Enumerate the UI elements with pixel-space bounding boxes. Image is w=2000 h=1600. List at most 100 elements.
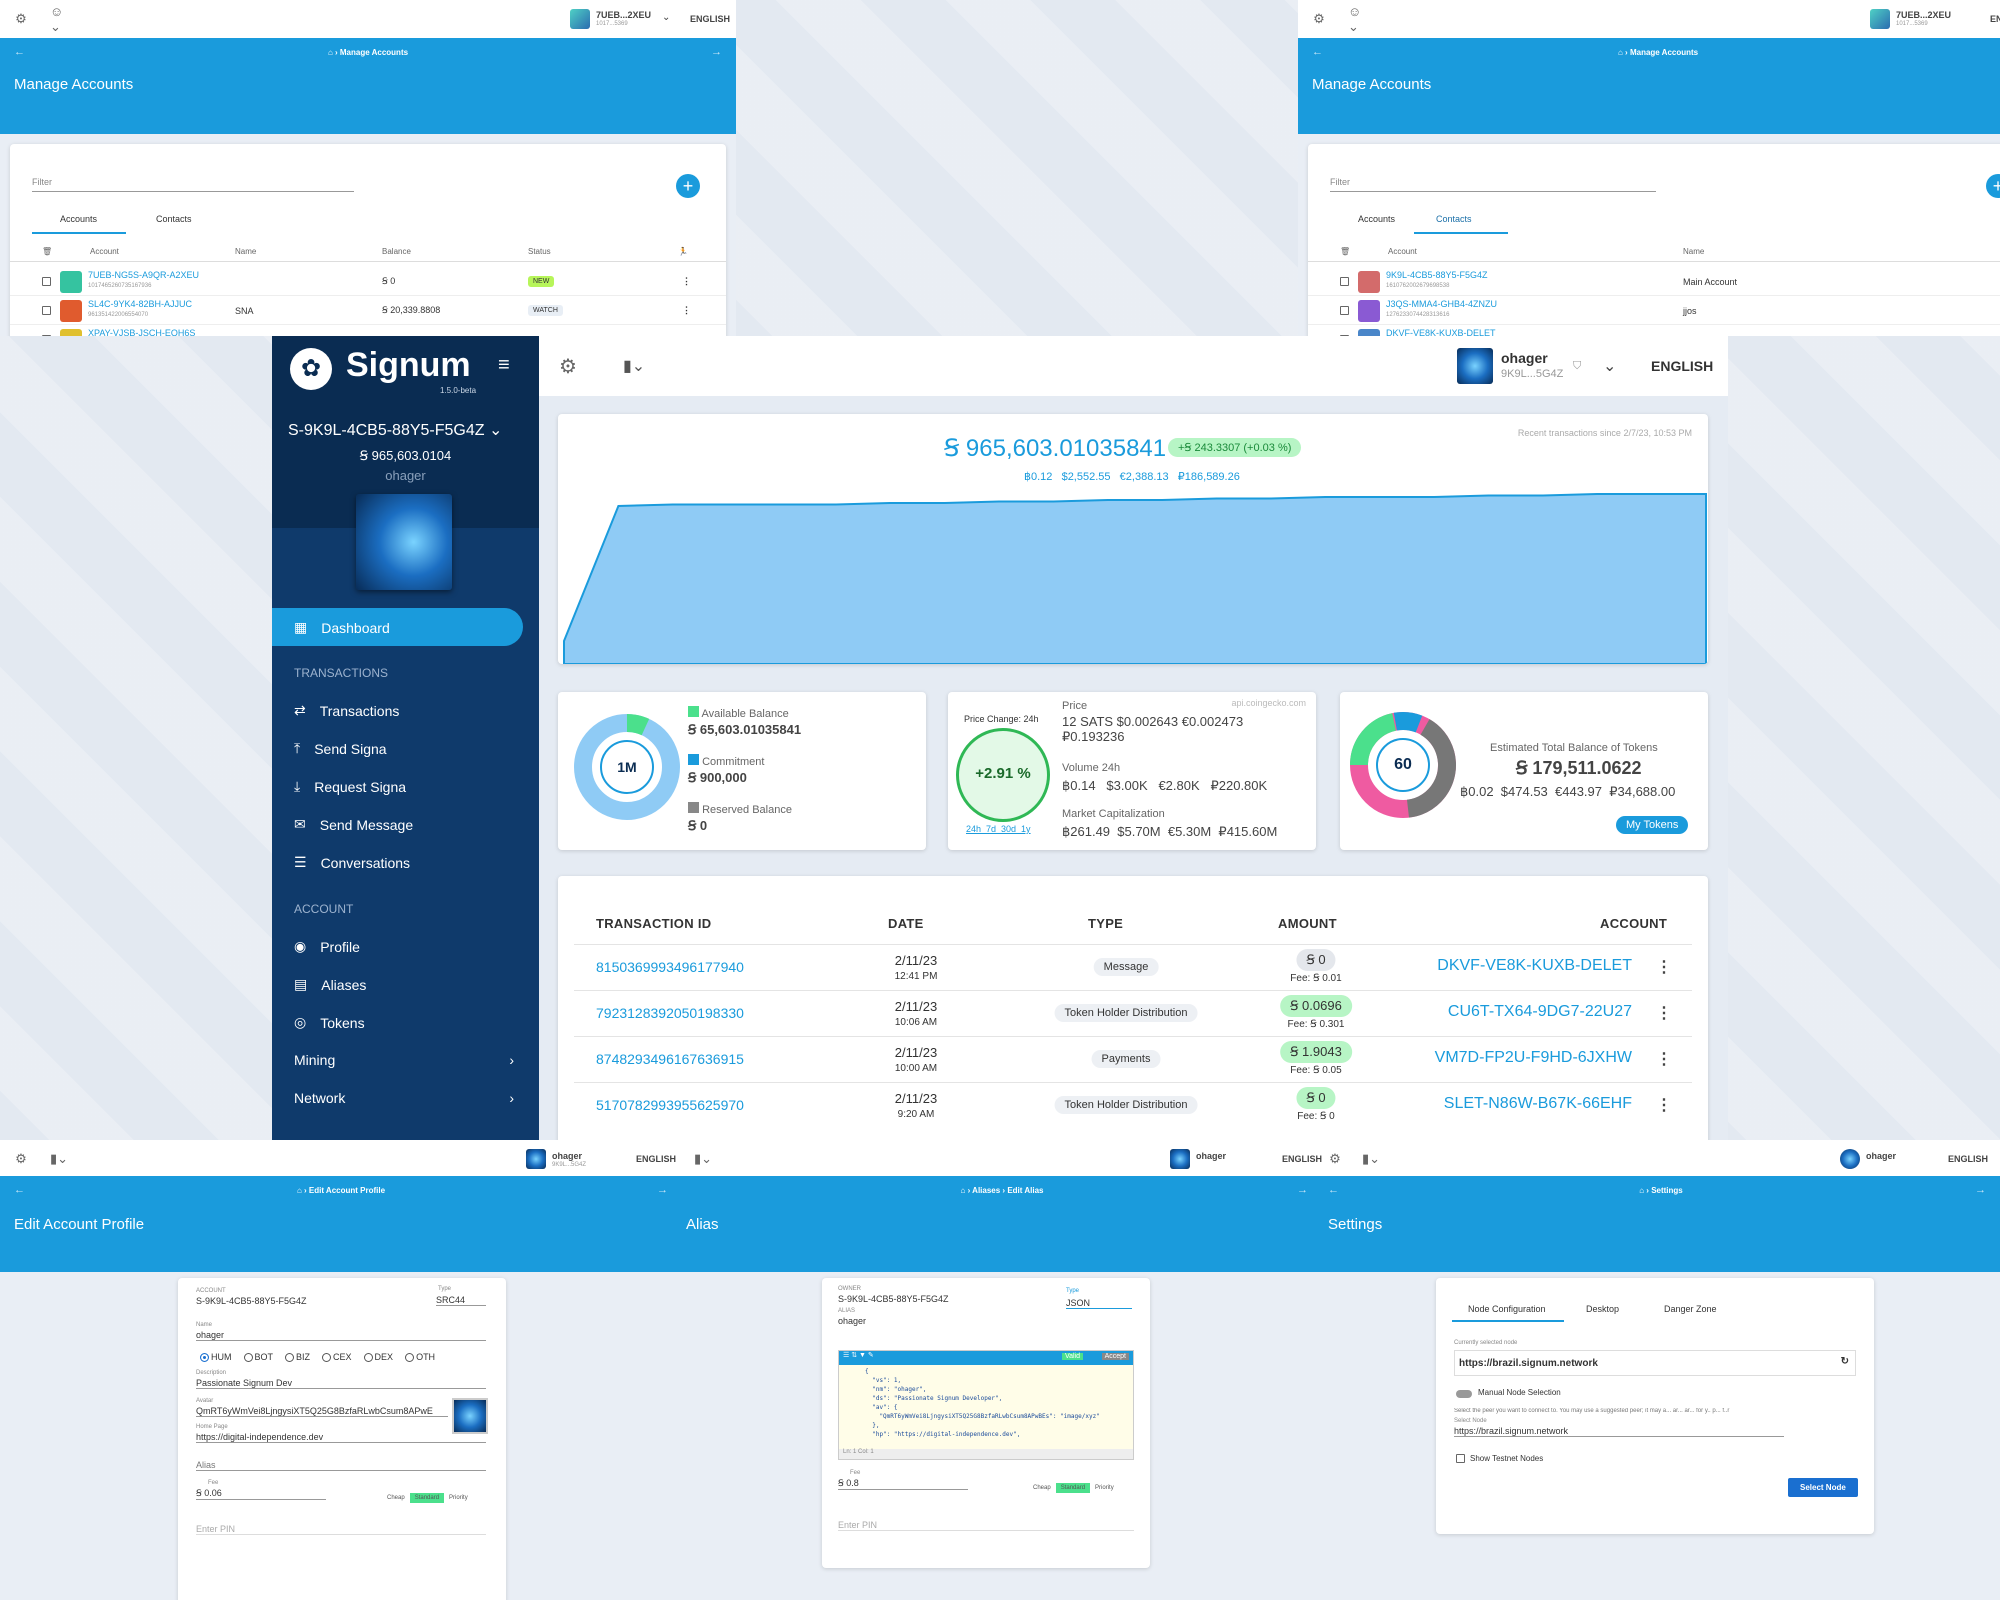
tab-accounts[interactable]: Accounts	[1358, 214, 1396, 224]
fee-standard[interactable]: Standard	[409, 1493, 445, 1503]
add-contact-button[interactable]: +	[1986, 174, 2000, 198]
battery-icon[interactable]: ▮⌄	[623, 358, 646, 375]
tab-node-config[interactable]: Node Configuration	[1468, 1304, 1546, 1314]
language-button[interactable]: ENGLISH	[636, 1154, 677, 1164]
kind-radio[interactable]: DEX	[363, 1352, 393, 1362]
kind-radio[interactable]: BIZ	[285, 1352, 310, 1362]
back-arrow-icon[interactable]: ←	[1312, 46, 1323, 58]
contact-address[interactable]: DKVF-VE8K-KUXB-DELET	[1386, 328, 1496, 336]
language-button[interactable]: ENGLISH	[1651, 358, 1714, 374]
language-button[interactable]: ENGLISH	[1948, 1154, 1989, 1164]
back-arrow-icon[interactable]: ←	[1328, 1184, 1339, 1196]
refresh-icon[interactable]: ↻	[1840, 1356, 1849, 1367]
tx-account-link[interactable]: VM7D-FP2U-F9HD-6JXHW	[1434, 1049, 1632, 1066]
nav-network[interactable]: Network ›	[294, 1090, 514, 1106]
contact-address[interactable]: J3QS-MMA4-GHB4-4ZNZU	[1386, 299, 1498, 309]
kind-radio[interactable]: BOT	[243, 1352, 273, 1362]
tab-contacts[interactable]: Contacts	[156, 214, 192, 224]
tab-accounts[interactable]: Accounts	[60, 214, 98, 224]
manual-toggle[interactable]	[1456, 1390, 1472, 1398]
tx-id-link[interactable]: 8150369993496177940	[596, 959, 744, 975]
row-checkbox[interactable]	[42, 306, 51, 315]
nav-send-message[interactable]: ✉ Send Message	[294, 816, 413, 833]
description-field[interactable]: Passionate Signum Dev	[196, 1378, 486, 1389]
tx-id-link[interactable]: 5170782993955625970	[596, 1097, 744, 1113]
gear-icon[interactable]: ⚙	[1313, 11, 1325, 26]
table-row[interactable]: 8748293496167636915 2/11/23 10:00 AM Paymen…	[574, 1036, 1692, 1082]
fee-field[interactable]: Ꞩ 0.06	[196, 1488, 326, 1500]
period-links[interactable]: 24h 7d 30d 1y	[966, 824, 1031, 834]
pin-field[interactable]: Enter PIN	[838, 1520, 1134, 1531]
table-row[interactable]: 7UEB-NG5S-A9QR-A2XEU 1017465260735167936 Ꞩ…	[10, 268, 726, 296]
contact-address[interactable]: 9K9L-4CB5-88Y5-F5G4Z	[1386, 270, 1488, 280]
tx-id-link[interactable]: 7923128392050198330	[596, 1005, 744, 1021]
account-address[interactable]: XPAY-VJSB-JSCH-EQH6S	[88, 328, 196, 336]
type-select[interactable]: JSON	[1066, 1298, 1132, 1309]
runner-icon[interactable]: 🏃	[678, 247, 688, 256]
delete-icon[interactable]: 🗑	[42, 247, 53, 256]
table-row[interactable]: DKVF-VE8K-KUXB-DELET ⋮	[1308, 326, 2000, 336]
accept-button[interactable]: Accept	[1101, 1353, 1129, 1360]
fee-cheap[interactable]: Cheap	[387, 1495, 405, 1501]
language-button[interactable]: ENGLISH	[690, 14, 731, 24]
row-checkbox[interactable]	[1340, 277, 1349, 286]
chevron-down-icon[interactable]: ⌄	[662, 12, 671, 23]
forward-arrow-icon[interactable]: →	[1297, 1184, 1308, 1196]
table-row[interactable]: 5170782993955625970 2/11/23 9:20 AM Token H…	[574, 1082, 1692, 1128]
tab-contacts[interactable]: Contacts	[1436, 214, 1472, 224]
table-row[interactable]: J3QS-MMA4-GHB4-4ZNZU 1276233074428313616 j…	[1308, 297, 2000, 325]
fee-cheap[interactable]: Cheap	[1033, 1485, 1051, 1491]
nav-conversations[interactable]: ☰ Conversations	[294, 854, 410, 871]
alias-field[interactable]: Alias	[196, 1460, 486, 1471]
select-node-button[interactable]: Select Node	[1788, 1478, 1858, 1497]
filter-input[interactable]: Filter	[1330, 177, 1656, 192]
tx-account-link[interactable]: DKVF-VE8K-KUXB-DELET	[1437, 957, 1632, 974]
tx-account-link[interactable]: CU6T-TX64-9DG7-22U27	[1447, 1003, 1632, 1020]
gear-icon[interactable]: ⚙	[559, 355, 577, 378]
breadcrumb-aliases[interactable]: Aliases	[972, 1186, 1001, 1195]
select-node-field[interactable]: https://brazil.signum.network	[1454, 1426, 1784, 1437]
account-avatar[interactable]	[1870, 9, 1890, 29]
json-editor[interactable]: ☰ ⇅ ▼ ✎ Valid Accept { "vs": 1, "nm": "oha…	[838, 1350, 1134, 1460]
nav-request-signa[interactable]: ⤓ Request Signa	[294, 778, 406, 795]
gear-icon[interactable]: ⚙	[15, 1151, 27, 1166]
fee-standard[interactable]: Standard	[1055, 1483, 1091, 1493]
homepage-field[interactable]: https://digital-independence.dev	[196, 1432, 486, 1443]
more-menu-icon[interactable]: ⋮	[1998, 276, 2000, 287]
account-avatar[interactable]	[570, 9, 590, 29]
pin-field[interactable]: Enter PIN	[196, 1524, 486, 1535]
more-menu-icon[interactable]: ⋮	[1656, 959, 1672, 976]
my-tokens-button[interactable]: My Tokens	[1616, 816, 1689, 834]
battery-icon[interactable]: ▮⌄	[49, 1151, 69, 1166]
account-address[interactable]: SL4C-9YK4-82BH-AJJUC	[88, 299, 193, 309]
kind-radio[interactable]: CEX	[322, 1352, 352, 1362]
row-checkbox[interactable]	[42, 277, 51, 286]
account-address[interactable]: 7UEB-NG5S-A9QR-A2XEU	[88, 270, 200, 280]
forward-arrow-icon[interactable]: →	[657, 1184, 668, 1196]
nav-transactions[interactable]: ⇄ Transactions	[294, 702, 399, 719]
user-menu-icon[interactable]: ☺⌄	[50, 3, 64, 34]
table-row[interactable]: 9K9L-4CB5-88Y5-F5G4Z 1610762002679698538 M…	[1308, 268, 2000, 296]
table-row[interactable]: SL4C-9YK4-82BH-AJJUC 961351422006554070 SN…	[10, 297, 726, 325]
type-select[interactable]: SRC44	[436, 1295, 486, 1306]
back-arrow-icon[interactable]: ←	[14, 1184, 25, 1196]
table-row[interactable]: XPAY-VJSB-JSCH-EQH6S147048056835103336AX…	[10, 326, 726, 336]
forward-arrow-icon[interactable]: →	[1975, 1184, 1986, 1196]
language-button[interactable]: ENGLISH	[1282, 1154, 1322, 1164]
row-checkbox[interactable]	[42, 335, 51, 336]
menu-icon[interactable]: ≡	[498, 354, 510, 376]
delete-icon[interactable]: 🗑	[1340, 247, 1351, 256]
nav-tokens[interactable]: ◎ Tokens	[294, 1014, 365, 1031]
code-area[interactable]: { "vs": 1, "nm": "ohager", "ds": "Passio…	[839, 1365, 1133, 1439]
nav-aliases[interactable]: ▤ Aliases	[294, 976, 366, 993]
user-menu-icon[interactable]: ☺⌄	[1348, 3, 1362, 34]
nav-profile[interactable]: ◉ Profile	[294, 938, 360, 955]
fee-selector[interactable]: Cheap Standard Priority	[382, 1486, 473, 1504]
nav-dashboard[interactable]	[272, 608, 523, 646]
tab-danger-zone[interactable]: Danger Zone	[1664, 1304, 1717, 1314]
nav-mining[interactable]: Mining ›	[294, 1052, 514, 1068]
tx-account-link[interactable]: SLET-N86W-B67K-66EHF	[1443, 1095, 1632, 1112]
row-checkbox[interactable]	[1340, 306, 1349, 315]
user-avatar[interactable]	[1457, 348, 1493, 384]
kind-radio[interactable]: OTH	[405, 1352, 435, 1362]
